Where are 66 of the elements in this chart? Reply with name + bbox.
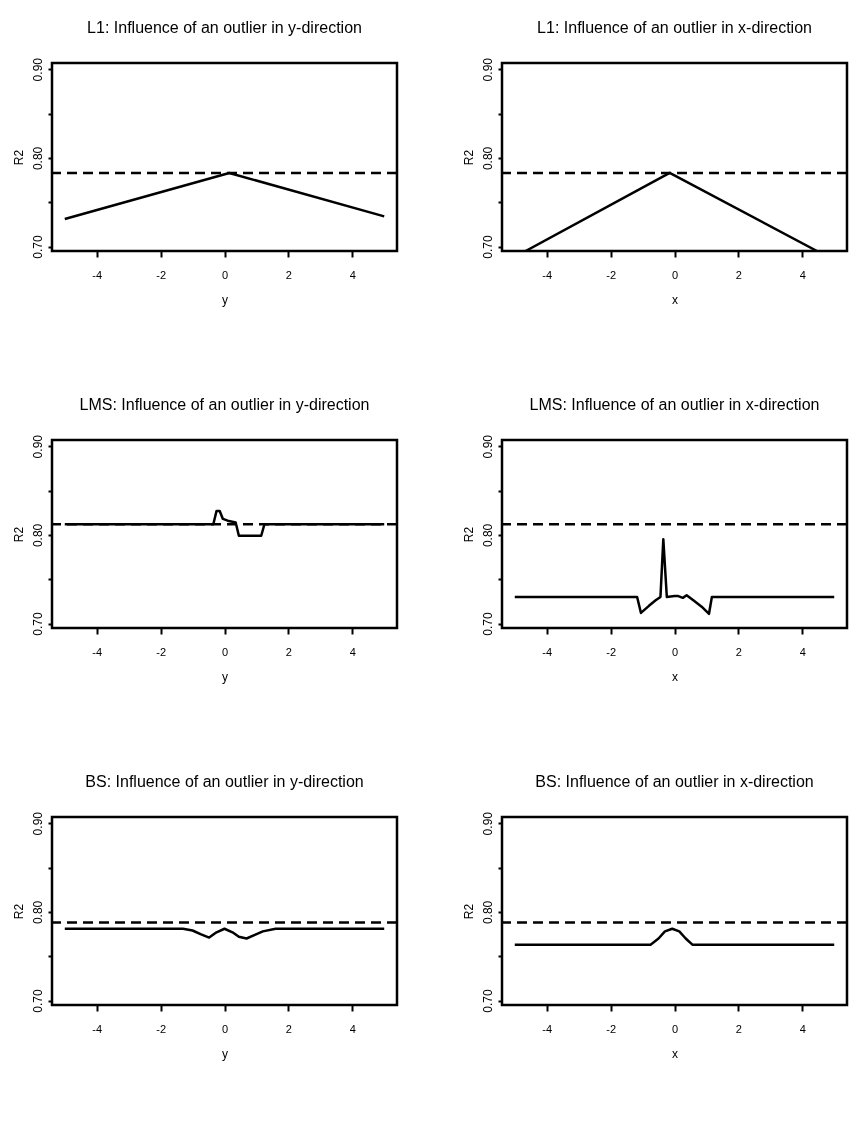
x-tick-label: 4 (349, 645, 356, 658)
x-tick-label: -4 (92, 1022, 103, 1035)
x-tick-label: 0 (221, 268, 229, 281)
x-tick-label: 4 (799, 645, 806, 658)
x-tick-label: 2 (285, 268, 292, 281)
y-axis-title: R2 (11, 526, 26, 543)
x-tick-label: 2 (735, 268, 742, 281)
y-axis-title: R2 (11, 903, 26, 920)
chart-title: LMS: Influence of an outlier in x-direction (529, 395, 820, 413)
y-tick-label: 0.80 (30, 523, 45, 548)
x-axis-title: y (222, 669, 228, 684)
x-tick-label: 2 (735, 645, 742, 658)
chart-title: L1: Influence of an outlier in x-direction (537, 18, 812, 36)
y-axis-title: R2 (461, 526, 476, 543)
x-tick-label: -4 (542, 1022, 553, 1035)
x-tick-label: 0 (221, 1022, 229, 1035)
y-tick-label: 0.90 (480, 57, 495, 82)
chart-title: BS: Influence of an outlier in x-direction (535, 772, 814, 790)
x-tick-label: -2 (156, 268, 166, 281)
x-tick-label: -2 (606, 1022, 616, 1035)
x-tick-label: 2 (735, 1022, 742, 1035)
chart-title: LMS: Influence of an outlier in y-direction (79, 395, 370, 413)
x-axis-title: x (672, 669, 678, 684)
x-tick-label: 2 (285, 645, 292, 658)
chart-title: L1: Influence of an outlier in y-direction (87, 18, 362, 36)
x-tick-label: -4 (542, 268, 553, 281)
x-tick-label: 4 (349, 1022, 356, 1035)
y-tick-label: 0.70 (30, 612, 45, 636)
y-tick-label: 0.70 (480, 235, 495, 259)
y-tick-label: 0.80 (480, 900, 495, 925)
x-tick-label: -2 (606, 268, 616, 281)
y-tick-label: 0.70 (480, 612, 495, 636)
y-axis-title: R2 (461, 903, 476, 920)
y-tick-label: 0.90 (30, 57, 45, 82)
x-tick-label: -2 (156, 1022, 166, 1035)
x-axis-title: y (222, 1046, 228, 1061)
y-tick-label: 0.80 (480, 523, 495, 548)
x-tick-label: 4 (799, 1022, 806, 1035)
x-tick-label: 0 (671, 268, 679, 281)
x-axis-title: x (672, 1046, 678, 1061)
y-tick-label: 0.90 (30, 434, 45, 459)
x-tick-label: -4 (92, 645, 103, 658)
x-tick-label: 0 (671, 645, 679, 658)
y-tick-label: 0.70 (30, 989, 45, 1013)
x-tick-label: 4 (799, 268, 806, 281)
x-tick-label: 2 (285, 1022, 292, 1035)
x-tick-label: 0 (221, 645, 229, 658)
y-tick-label: 0.80 (30, 900, 45, 925)
x-tick-label: 4 (349, 268, 356, 281)
y-tick-label: 0.80 (30, 146, 45, 171)
chart-title: BS: Influence of an outlier in y-direction (85, 772, 364, 790)
y-tick-label: 0.90 (30, 811, 45, 836)
x-tick-label: -2 (156, 645, 166, 658)
x-tick-label: -4 (92, 268, 103, 281)
y-tick-label: 0.90 (480, 811, 495, 836)
y-tick-label: 0.70 (480, 989, 495, 1013)
y-axis-title: R2 (11, 149, 26, 166)
y-tick-label: 0.90 (480, 434, 495, 459)
x-axis-title: x (672, 292, 678, 307)
x-axis-title: y (222, 292, 228, 307)
y-tick-label: 0.80 (480, 146, 495, 171)
x-tick-label: 0 (671, 1022, 679, 1035)
x-tick-label: -2 (606, 645, 616, 658)
y-tick-label: 0.70 (30, 235, 45, 259)
x-tick-label: -4 (542, 645, 553, 658)
y-axis-title: R2 (461, 149, 476, 166)
